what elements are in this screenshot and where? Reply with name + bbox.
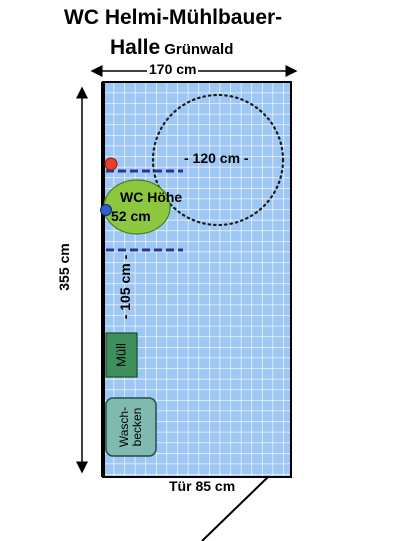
side-distance-label: - 105 cm - [117,254,133,320]
sink-label: Wasch- becken [117,407,144,447]
title-halle: Halle [110,36,161,59]
sink-label-line-2: becken [130,407,144,447]
sink [105,397,157,457]
red-marker [104,157,118,171]
door-leaf [201,476,269,541]
width-label: 170 cm [147,61,199,77]
length-label: 355 cm [56,241,72,293]
trash-bin [105,332,138,378]
door-label: Tür 85 cm [169,478,236,494]
turning-circle-label: - 120 cm - [184,150,249,166]
blue-marker [100,204,112,216]
toilet-label: WC Höhe [120,189,183,205]
trash-label: Müll [113,343,129,367]
title-location: Grünwald [164,41,234,58]
turning-circle [151,93,285,227]
toilet-height-label: 52 cm [111,208,151,224]
title-line-1: WC Helmi-Mühlbauer- [64,6,283,29]
title-line-2: Halle Grünwald [110,36,233,60]
